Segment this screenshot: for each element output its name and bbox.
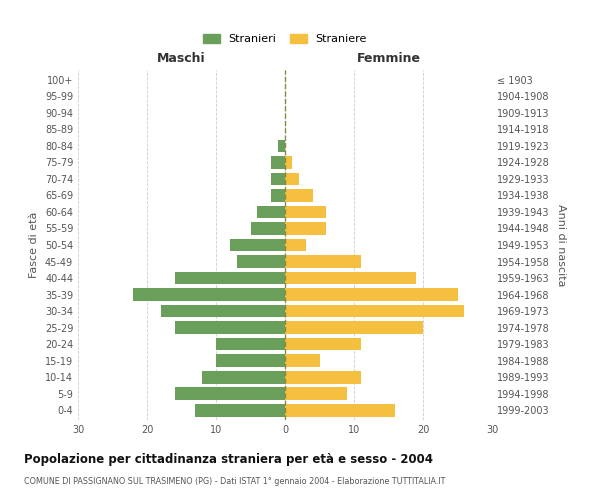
Y-axis label: Anni di nascita: Anni di nascita bbox=[556, 204, 566, 286]
Bar bbox=[278, 140, 285, 152]
Bar bbox=[285, 206, 326, 218]
Bar bbox=[285, 387, 347, 400]
Bar bbox=[285, 238, 306, 252]
Bar bbox=[196, 404, 285, 416]
Bar bbox=[285, 304, 464, 318]
Bar bbox=[216, 354, 285, 367]
Bar bbox=[285, 338, 361, 350]
Bar bbox=[175, 321, 285, 334]
Legend: Stranieri, Straniere: Stranieri, Straniere bbox=[203, 34, 367, 44]
Bar bbox=[285, 255, 361, 268]
Bar bbox=[133, 288, 285, 301]
Bar bbox=[285, 288, 458, 301]
Bar bbox=[230, 238, 285, 252]
Bar bbox=[257, 206, 285, 218]
Bar bbox=[175, 272, 285, 284]
Text: Popolazione per cittadinanza straniera per età e sesso - 2004: Popolazione per cittadinanza straniera p… bbox=[24, 452, 433, 466]
Bar bbox=[271, 172, 285, 186]
Bar bbox=[285, 272, 416, 284]
Bar bbox=[237, 255, 285, 268]
Bar bbox=[271, 189, 285, 202]
Bar bbox=[285, 189, 313, 202]
Y-axis label: Fasce di età: Fasce di età bbox=[29, 212, 39, 278]
Bar bbox=[285, 370, 361, 384]
Bar bbox=[271, 156, 285, 169]
Bar bbox=[161, 304, 285, 318]
Text: COMUNE DI PASSIGNANO SUL TRASIMENO (PG) - Dati ISTAT 1° gennaio 2004 - Elaborazi: COMUNE DI PASSIGNANO SUL TRASIMENO (PG) … bbox=[24, 478, 445, 486]
Text: Femmine: Femmine bbox=[356, 52, 421, 65]
Bar bbox=[285, 222, 326, 235]
Bar bbox=[285, 321, 423, 334]
Bar bbox=[202, 370, 285, 384]
Text: Maschi: Maschi bbox=[157, 52, 206, 65]
Bar bbox=[175, 387, 285, 400]
Bar bbox=[216, 338, 285, 350]
Bar bbox=[251, 222, 285, 235]
Bar bbox=[285, 156, 292, 169]
Bar bbox=[285, 354, 320, 367]
Bar bbox=[285, 404, 395, 416]
Bar bbox=[285, 172, 299, 186]
